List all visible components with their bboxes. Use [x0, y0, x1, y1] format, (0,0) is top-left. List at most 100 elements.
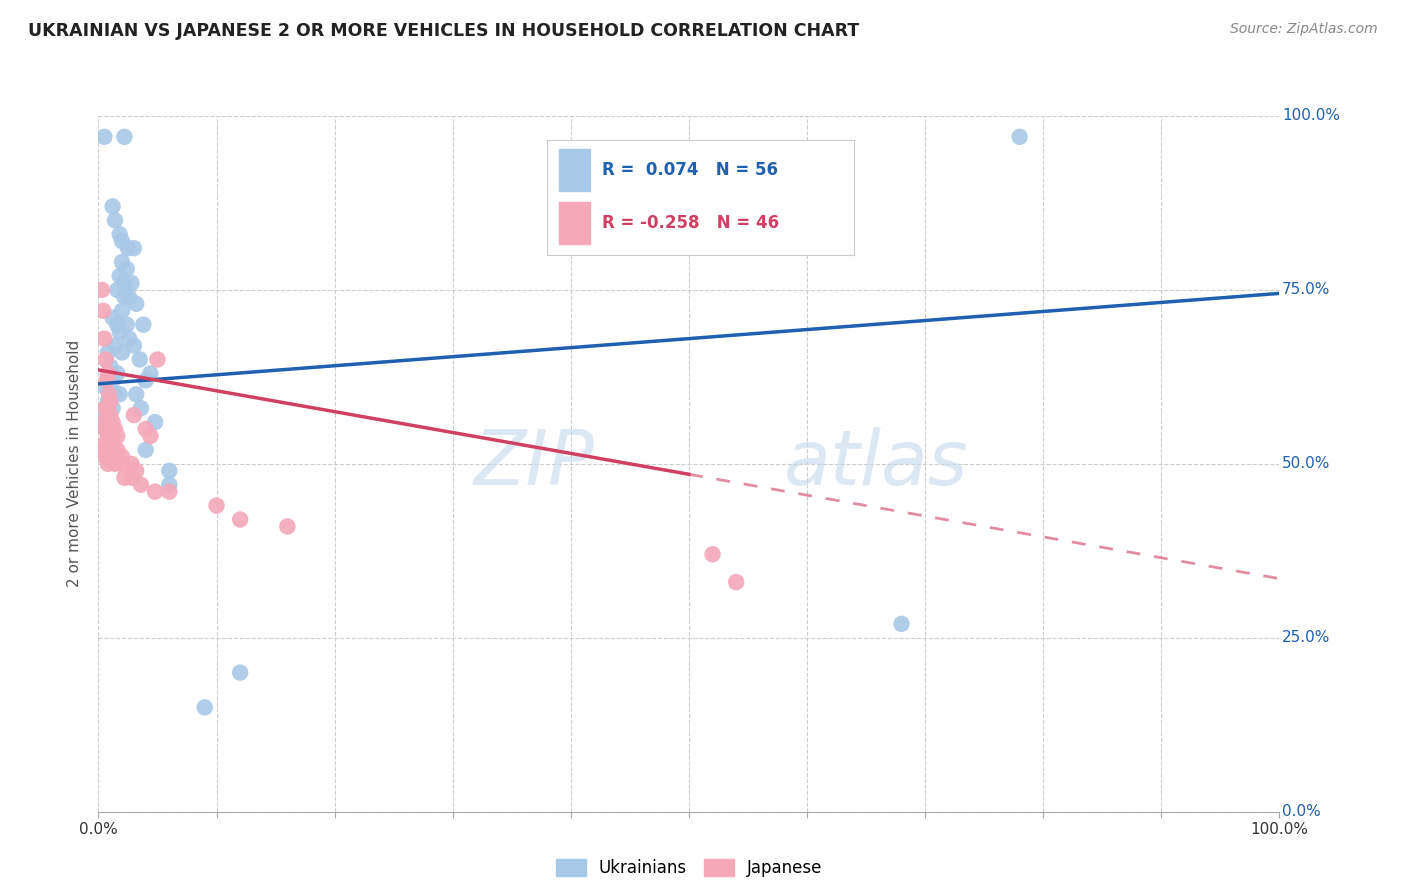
Point [108, 387, 131, 401]
Point [157, 484, 180, 499]
Point [125, 297, 148, 311]
Point [890, 616, 912, 631]
Point [104, 387, 127, 401]
Point [101, 373, 124, 387]
Point [93, 332, 115, 346]
Point [129, 401, 152, 416]
Point [111, 234, 134, 248]
Point [143, 415, 166, 429]
Point [135, 422, 157, 436]
Point [118, 332, 141, 346]
Point [97, 401, 120, 416]
Point [97, 429, 120, 443]
Point [94, 450, 117, 464]
Point [111, 345, 134, 359]
Text: R = -0.258   N = 46: R = -0.258 N = 46 [603, 214, 779, 232]
Point [104, 422, 127, 436]
Point [98, 387, 121, 401]
Point [104, 338, 127, 352]
Point [725, 575, 748, 590]
Point [91, 415, 114, 429]
Point [125, 464, 148, 478]
Point [101, 310, 124, 325]
Text: 75.0%: 75.0% [1282, 283, 1330, 297]
Text: 50.0%: 50.0% [1282, 457, 1330, 471]
Text: atlas: atlas [783, 427, 967, 500]
Point [97, 442, 120, 457]
Point [135, 442, 157, 457]
Point [94, 436, 117, 450]
Point [157, 477, 180, 491]
Point [97, 345, 120, 359]
Point [139, 429, 162, 443]
Point [702, 547, 724, 561]
Point [98, 394, 121, 409]
Point [98, 387, 121, 401]
Text: 100.0%: 100.0% [1282, 109, 1340, 123]
Point [128, 352, 150, 367]
Point [101, 401, 124, 416]
Point [143, 484, 166, 499]
Point [94, 380, 117, 394]
Point [108, 325, 131, 339]
Text: 0.0%: 0.0% [1282, 805, 1320, 819]
Point [125, 387, 148, 401]
Point [101, 199, 124, 213]
Point [122, 241, 145, 255]
Point [115, 318, 138, 332]
Point [111, 450, 134, 464]
Point [229, 512, 252, 526]
Point [94, 401, 117, 416]
Point [229, 665, 252, 680]
Point [101, 429, 124, 443]
Point [121, 457, 143, 471]
Point [111, 303, 134, 318]
Point [108, 268, 131, 283]
Point [121, 471, 143, 485]
Text: ZIP: ZIP [474, 427, 595, 500]
Point [97, 373, 120, 387]
Point [121, 276, 143, 290]
Y-axis label: 2 or more Vehicles in Household: 2 or more Vehicles in Household [67, 340, 83, 588]
Point [135, 373, 157, 387]
Point [94, 401, 117, 416]
Point [105, 367, 128, 381]
Point [105, 283, 128, 297]
Bar [560, 202, 591, 244]
Point [112, 471, 135, 485]
Point [129, 477, 152, 491]
Point [112, 290, 135, 304]
Point [98, 408, 121, 422]
Point [97, 394, 120, 409]
Point [139, 367, 162, 381]
Point [111, 457, 134, 471]
Point [97, 408, 120, 422]
Point [117, 241, 139, 255]
Text: 25.0%: 25.0% [1282, 631, 1330, 645]
Point [91, 408, 114, 422]
Point [91, 283, 114, 297]
Point [98, 359, 121, 374]
Point [112, 276, 135, 290]
Point [205, 499, 228, 513]
Point [101, 415, 124, 429]
Text: Source: ZipAtlas.com: Source: ZipAtlas.com [1230, 22, 1378, 37]
Point [105, 318, 128, 332]
Point [94, 422, 117, 436]
Point [132, 318, 155, 332]
Point [111, 255, 134, 269]
Point [122, 408, 145, 422]
Point [146, 352, 169, 367]
Point [98, 422, 121, 436]
Point [105, 442, 128, 457]
Point [97, 367, 120, 381]
Point [96, 373, 118, 387]
Text: R =  0.074   N = 56: R = 0.074 N = 56 [603, 161, 779, 179]
Point [101, 442, 124, 457]
Point [97, 457, 120, 471]
Point [98, 422, 121, 436]
Point [108, 227, 131, 242]
Text: UKRAINIAN VS JAPANESE 2 OR MORE VEHICLES IN HOUSEHOLD CORRELATION CHART: UKRAINIAN VS JAPANESE 2 OR MORE VEHICLES… [28, 22, 859, 40]
Point [157, 464, 180, 478]
Point [104, 213, 127, 227]
